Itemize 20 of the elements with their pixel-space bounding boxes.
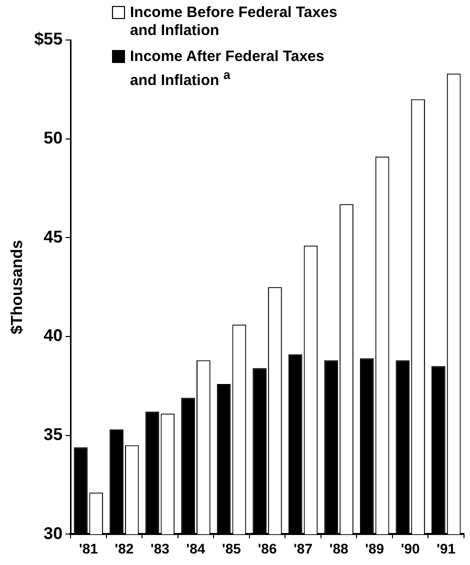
legend-label: Income Before Federal Taxes and Inflation: [130, 4, 338, 40]
x-tick-label: '86: [258, 540, 277, 556]
x-tick-label: '90: [400, 540, 420, 556]
x-tick-label: '88: [329, 540, 348, 556]
x-tick-label: '87: [294, 540, 313, 556]
x-tick-label: '81: [78, 540, 98, 556]
y-tick-label: 30: [44, 524, 63, 543]
x-tick-label: '84: [186, 540, 206, 556]
x-tick-label: '89: [365, 540, 384, 556]
x-tick-label: '85: [222, 540, 242, 556]
y-tick-label: 40: [44, 326, 63, 346]
x-tick-label: '83: [150, 540, 170, 556]
y-tick-label: 50: [44, 128, 63, 148]
y-tick-label: $55: [34, 30, 63, 49]
x-tick-label: '91: [436, 540, 456, 556]
x-tick-label: '82: [114, 540, 134, 556]
y-tick-label: 35: [44, 425, 63, 444]
y-tick-label: 45: [44, 227, 63, 246]
legend-label: Income After Federal Taxes and Inflation $^{a}$: [130, 48, 326, 90]
y-axis-title: $Thousands: [9, 240, 26, 334]
